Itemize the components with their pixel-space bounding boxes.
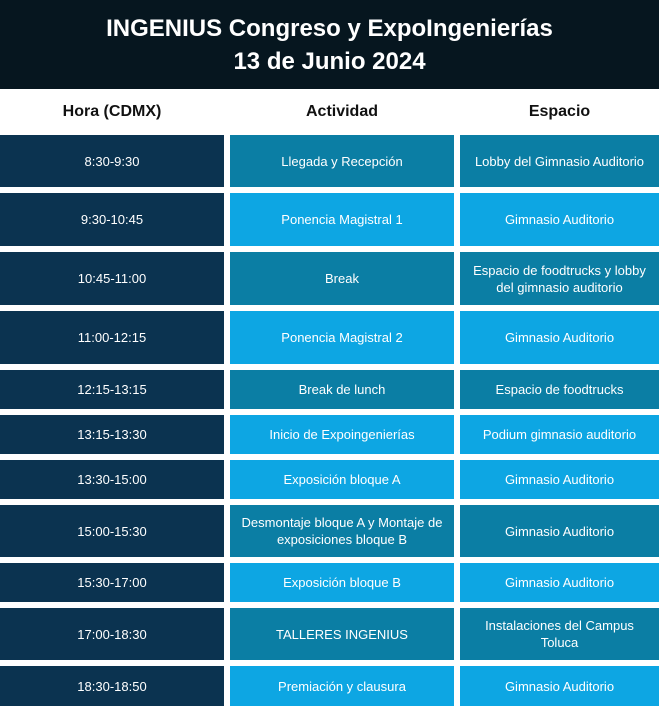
table-row: 10:45-11:00 Break Espacio de foodtrucks … — [0, 252, 659, 305]
table-row: 12:15-13:15 Break de lunch Espacio de fo… — [0, 370, 659, 409]
schedule-table: 8:30-9:30 Llegada y Recepción Lobby del … — [0, 135, 659, 706]
table-row: 17:00-18:30 TALLERES INGENIUS Instalacio… — [0, 608, 659, 660]
table-row: 9:30-10:45 Ponencia Magistral 1 Gimnasio… — [0, 193, 659, 246]
time-cell: 18:30-18:50 — [0, 666, 224, 706]
time-cell: 13:15-13:30 — [0, 415, 224, 454]
space-cell: Gimnasio Auditorio — [460, 563, 659, 602]
activity-cell: Exposición bloque A — [230, 460, 454, 499]
table-row: 13:15-13:30 Inicio de Expoingenierías Po… — [0, 415, 659, 454]
activity-cell: Break — [230, 252, 454, 305]
time-cell: 15:30-17:00 — [0, 563, 224, 602]
activity-cell: Llegada y Recepción — [230, 135, 454, 187]
activity-cell: Exposición bloque B — [230, 563, 454, 602]
space-cell: Espacio de foodtrucks — [460, 370, 659, 409]
column-header-space: Espacio — [528, 102, 591, 120]
time-cell: 12:15-13:15 — [0, 370, 224, 409]
activity-cell: Ponencia Magistral 1 — [230, 193, 454, 246]
space-cell: Gimnasio Auditorio — [460, 460, 659, 499]
activity-cell: Inicio de Expoingenierías — [230, 415, 454, 454]
table-row: 15:00-15:30 Desmontaje bloque A y Montaj… — [0, 505, 659, 557]
space-cell: Podium gimnasio auditorio — [460, 415, 659, 454]
table-row: 13:30-15:00 Exposición bloque A Gimnasio… — [0, 460, 659, 499]
time-cell: 11:00-12:15 — [0, 311, 224, 364]
space-cell: Gimnasio Auditorio — [460, 193, 659, 246]
column-header-time: Hora (CDMX) — [62, 102, 162, 120]
event-title: INGENIUS Congreso y ExpoIngenierías — [106, 14, 553, 42]
space-cell: Instalaciones del Campus Toluca — [460, 608, 659, 660]
time-cell: 9:30-10:45 — [0, 193, 224, 246]
space-cell: Gimnasio Auditorio — [460, 505, 659, 557]
time-cell: 10:45-11:00 — [0, 252, 224, 305]
column-headers: Hora (CDMX) Actividad Espacio — [0, 89, 659, 134]
table-row: 18:30-18:50 Premiación y clausura Gimnas… — [0, 666, 659, 706]
activity-cell: Break de lunch — [230, 370, 454, 409]
event-date: 13 de Junio 2024 — [233, 47, 426, 75]
schedule-header: INGENIUS Congreso y ExpoIngenierías 13 d… — [0, 0, 659, 89]
time-cell: 17:00-18:30 — [0, 608, 224, 660]
space-cell: Lobby del Gimnasio Auditorio — [460, 135, 659, 187]
activity-cell: Premiación y clausura — [230, 666, 454, 706]
time-cell: 15:00-15:30 — [0, 505, 224, 557]
table-row: 15:30-17:00 Exposición bloque B Gimnasio… — [0, 563, 659, 602]
space-cell: Espacio de foodtrucks y lobby del gimnas… — [460, 252, 659, 305]
time-cell: 13:30-15:00 — [0, 460, 224, 499]
table-row: 8:30-9:30 Llegada y Recepción Lobby del … — [0, 135, 659, 187]
space-cell: Gimnasio Auditorio — [460, 666, 659, 706]
table-row: 11:00-12:15 Ponencia Magistral 2 Gimnasi… — [0, 311, 659, 364]
activity-cell: TALLERES INGENIUS — [230, 608, 454, 660]
column-header-activity: Actividad — [305, 102, 378, 120]
time-cell: 8:30-9:30 — [0, 135, 224, 187]
activity-cell: Ponencia Magistral 2 — [230, 311, 454, 364]
space-cell: Gimnasio Auditorio — [460, 311, 659, 364]
activity-cell: Desmontaje bloque A y Montaje de exposic… — [230, 505, 454, 557]
